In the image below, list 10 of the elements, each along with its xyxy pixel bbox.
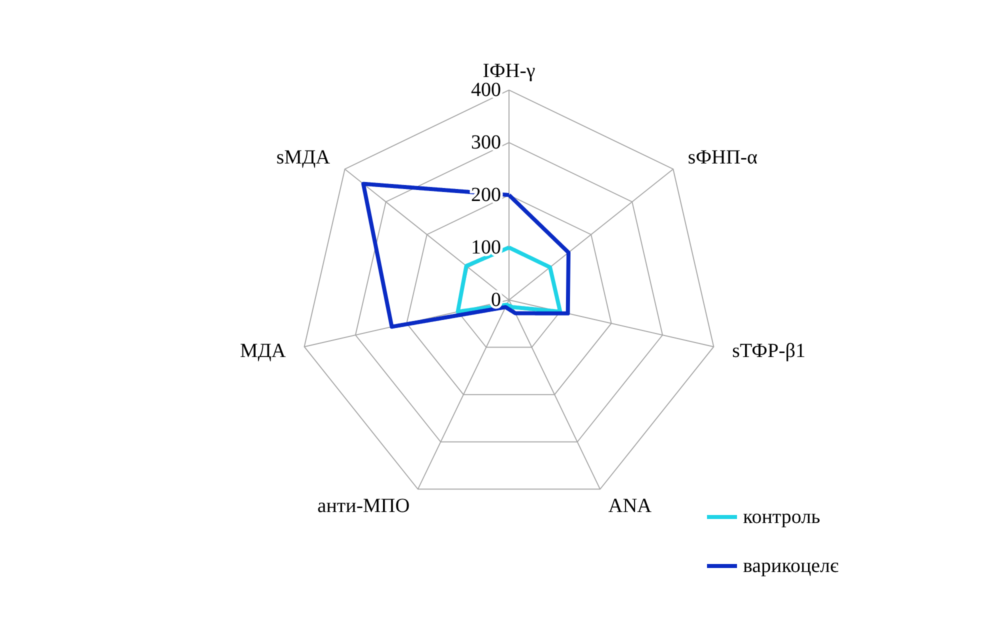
spoke-label: МДА (240, 340, 286, 362)
spoke-label: sТФР-β1 (732, 340, 806, 362)
legend-label: контроль (743, 506, 820, 528)
spoke-label: ANA (608, 495, 652, 518)
legend-label: варикоцелє (743, 555, 840, 577)
spoke-label: анти-МПО (317, 495, 410, 518)
y-tick-label: 100 (471, 236, 501, 259)
y-tick-label: 300 (471, 132, 501, 154)
spoke-label: sМДА (276, 146, 331, 168)
spoke-label: sФНП-α (688, 146, 758, 168)
